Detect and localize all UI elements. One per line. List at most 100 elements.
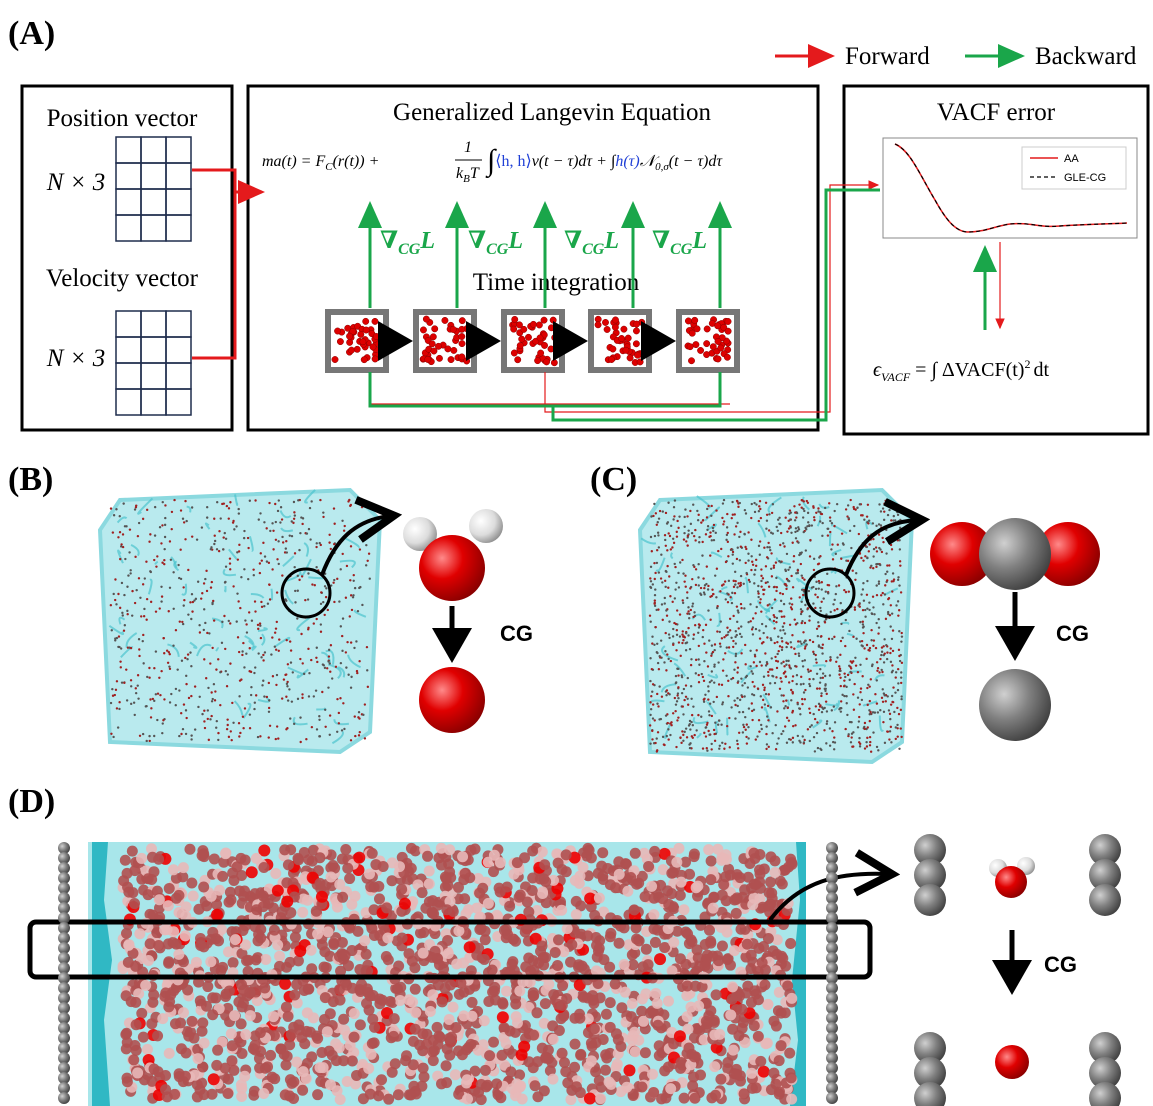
molecule [827, 592, 829, 594]
molecule [768, 1068, 779, 1079]
molecule [899, 560, 901, 562]
molecule [665, 545, 667, 547]
molecule [308, 672, 310, 674]
molecule [173, 949, 184, 960]
molecule [847, 504, 849, 506]
molecule [163, 559, 165, 561]
molecule [757, 592, 759, 594]
molecule [116, 637, 118, 639]
gradient-part: CG [582, 241, 605, 258]
molecule [762, 641, 764, 643]
molecule [895, 726, 897, 728]
molecule [181, 660, 183, 662]
molecule [898, 649, 900, 651]
molecule [706, 516, 708, 518]
molecule [645, 1008, 656, 1019]
molecule [742, 724, 744, 726]
molecule [512, 857, 523, 868]
molecule [872, 731, 874, 733]
molecule [822, 597, 824, 599]
molecule [281, 697, 283, 699]
box-surface [640, 490, 912, 762]
molecule [685, 649, 687, 651]
molecule [721, 584, 723, 586]
molecule [135, 687, 137, 689]
molecule [167, 662, 169, 664]
molecule [721, 742, 723, 744]
particle [714, 323, 720, 329]
molecule [740, 677, 742, 679]
molecule [527, 846, 538, 857]
molecule [762, 632, 764, 634]
molecule [773, 620, 775, 622]
molecule [702, 636, 704, 638]
molecule [453, 882, 464, 893]
molecule [319, 542, 321, 544]
molecule [559, 1057, 570, 1068]
molecule [616, 1002, 627, 1013]
molecule [768, 513, 770, 515]
molecule [832, 741, 834, 743]
molecule [676, 520, 678, 522]
molecule [138, 655, 140, 657]
molecule [226, 718, 228, 720]
molecule [278, 638, 280, 640]
molecule [593, 868, 604, 879]
molecule [228, 507, 230, 509]
molecule [799, 640, 801, 642]
molecule [735, 653, 737, 655]
molecule [717, 940, 728, 951]
molecule [184, 538, 186, 540]
molecule [654, 588, 656, 590]
molecule [882, 592, 884, 594]
molecule [203, 629, 205, 631]
molecule [782, 629, 784, 631]
molecule [878, 618, 880, 620]
molecule [752, 633, 754, 635]
molecule [883, 692, 885, 694]
molecule [738, 536, 740, 538]
molecule [739, 633, 741, 635]
molecule [819, 646, 821, 648]
particle [372, 318, 378, 324]
molecule [154, 894, 165, 905]
grid-cell [141, 389, 166, 415]
molecule [713, 733, 715, 735]
molecule [735, 642, 737, 644]
molecule [302, 1007, 313, 1018]
molecule [714, 740, 716, 742]
molecule [756, 606, 758, 608]
molecule [381, 951, 392, 962]
molecule [832, 603, 834, 605]
molecule [131, 1019, 142, 1030]
molecule [369, 578, 371, 580]
molecule [763, 689, 765, 691]
molecule [722, 1057, 733, 1068]
molecule [885, 700, 887, 702]
particle [372, 356, 378, 362]
molecule [236, 979, 247, 990]
molecule [654, 535, 656, 537]
molecule [734, 583, 736, 585]
grid-cell [141, 311, 166, 337]
molecule [780, 532, 782, 534]
molecule [838, 665, 840, 667]
molecule [664, 597, 666, 599]
molecule [779, 523, 781, 525]
molecule [835, 553, 837, 555]
molecule [205, 677, 207, 679]
molecule [203, 582, 205, 584]
molecule [687, 677, 689, 679]
molecule [229, 568, 231, 570]
molecule [702, 950, 713, 961]
molecule [901, 632, 903, 634]
particle [703, 340, 709, 346]
particle [346, 333, 352, 339]
molecule [677, 716, 679, 718]
molecule [855, 572, 857, 574]
particle [334, 328, 340, 334]
molecule [758, 510, 760, 512]
particle [551, 360, 557, 366]
molecule [269, 598, 271, 600]
molecule [886, 658, 888, 660]
